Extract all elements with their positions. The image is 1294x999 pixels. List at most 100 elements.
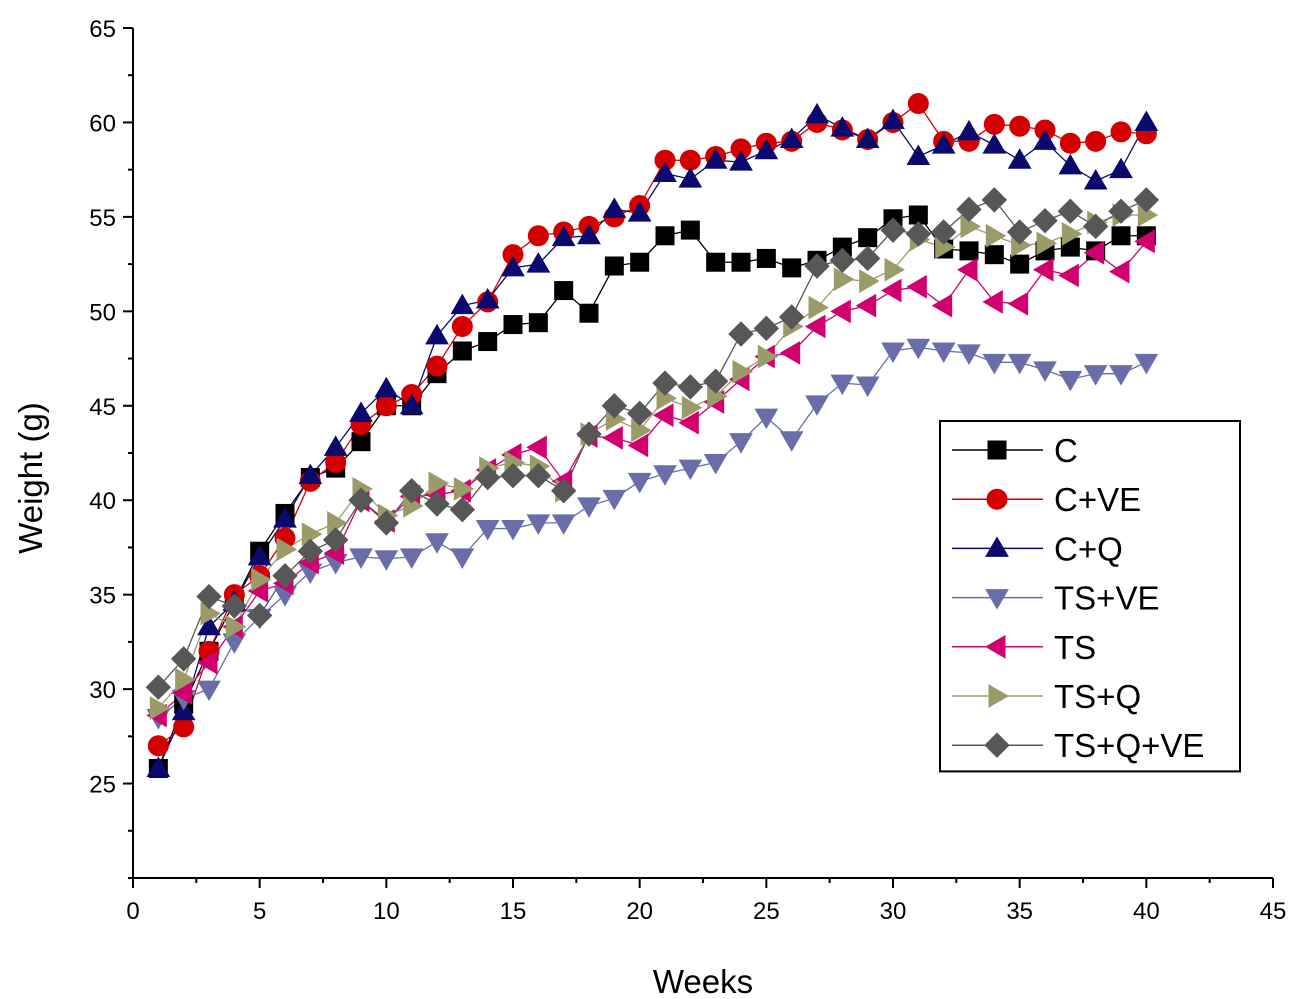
data-point — [1009, 115, 1031, 137]
data-point — [272, 563, 298, 589]
data-point — [424, 491, 450, 517]
data-point — [982, 290, 1003, 314]
data-point — [881, 108, 905, 130]
data-point — [677, 374, 704, 400]
data-point — [808, 295, 829, 320]
data-point — [957, 257, 978, 282]
data-point — [577, 497, 601, 518]
data-point — [225, 614, 247, 639]
y-tick-label: 55 — [89, 205, 116, 232]
series-points-ts-plus-q-plus-ve — [145, 187, 1160, 700]
data-point — [880, 217, 906, 243]
data-point — [1036, 231, 1057, 256]
data-point — [1059, 132, 1081, 154]
data-point — [197, 614, 221, 636]
data-point — [351, 432, 371, 452]
series-points-ts-plus-ve — [146, 338, 1159, 730]
legend-item: TS+Q — [952, 678, 1141, 715]
data-point — [348, 487, 374, 513]
data-point — [398, 478, 425, 504]
data-point — [678, 410, 699, 435]
data-point — [1134, 353, 1159, 375]
data-point — [474, 464, 501, 491]
legend-label: C+VE — [1054, 481, 1141, 518]
data-point — [327, 511, 348, 535]
y-tick-label: 25 — [89, 772, 116, 799]
series-line-c-plus-ve — [157, 102, 1147, 747]
data-point — [551, 225, 576, 247]
data-point — [630, 252, 650, 272]
data-point — [501, 255, 525, 277]
legend-item: TS+VE — [952, 580, 1159, 617]
data-point — [931, 342, 956, 363]
data-point — [146, 756, 171, 777]
data-point — [1110, 121, 1132, 143]
data-point — [626, 400, 653, 427]
data-point — [1032, 207, 1058, 234]
data-point — [1108, 198, 1134, 224]
legend-label: C+Q — [1054, 530, 1123, 567]
data-point — [453, 477, 475, 501]
data-point — [246, 602, 273, 629]
data-point — [196, 583, 222, 610]
data-point — [881, 278, 902, 303]
data-point — [452, 341, 472, 361]
data-point — [627, 433, 649, 458]
data-point — [425, 533, 449, 554]
x-tick-label: 30 — [880, 898, 907, 925]
y-tick-label: 60 — [89, 110, 116, 137]
data-point — [631, 418, 652, 443]
data-point — [855, 293, 877, 318]
data-point — [731, 252, 751, 272]
data-point — [930, 219, 957, 245]
data-point — [830, 116, 855, 137]
data-point — [779, 341, 801, 365]
data-point — [779, 127, 804, 148]
data-point — [778, 304, 805, 330]
data-point — [478, 332, 498, 352]
data-point — [884, 257, 905, 282]
data-point — [170, 646, 197, 672]
data-point — [399, 393, 424, 415]
data-point — [757, 344, 779, 369]
data-point — [501, 520, 525, 541]
data-point — [1033, 257, 1054, 282]
data-point — [653, 465, 677, 486]
data-point — [859, 269, 880, 293]
data-point — [475, 288, 500, 309]
data-point — [451, 315, 473, 337]
data-point — [702, 368, 729, 394]
data-point — [1083, 365, 1108, 386]
data-point — [222, 633, 247, 654]
data-point — [703, 453, 728, 475]
data-point — [602, 426, 623, 450]
data-point — [297, 538, 324, 564]
data-point — [399, 548, 424, 569]
legend-marker — [986, 488, 1008, 510]
data-point — [931, 293, 953, 318]
data-point — [1007, 148, 1032, 169]
legend-item: C+Q — [952, 530, 1123, 567]
series-line-ts-plus-q — [157, 214, 1147, 709]
y-tick-label: 40 — [89, 488, 116, 515]
data-point — [957, 344, 981, 365]
data-point — [728, 321, 754, 347]
data-point — [627, 472, 652, 494]
data-point — [1033, 361, 1057, 382]
legend-item: TS+Q+VE — [952, 727, 1204, 764]
data-point — [1083, 169, 1108, 190]
legend-marker — [985, 536, 1009, 557]
data-point — [579, 303, 599, 323]
data-point — [706, 252, 726, 272]
data-point — [197, 650, 218, 675]
data-point — [374, 550, 399, 571]
data-point — [1007, 353, 1032, 375]
series-line-ts-plus-ve — [157, 346, 1147, 718]
data-point — [425, 323, 449, 345]
data-point — [576, 421, 602, 447]
data-point — [475, 520, 500, 541]
data-point — [627, 201, 652, 222]
data-point — [602, 197, 627, 218]
data-point — [601, 393, 628, 419]
data-point — [680, 220, 700, 240]
